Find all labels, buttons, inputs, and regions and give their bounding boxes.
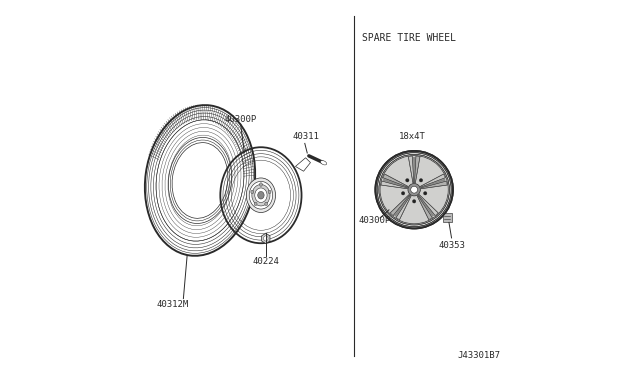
- Ellipse shape: [377, 153, 451, 227]
- Text: J43301B7: J43301B7: [458, 350, 501, 359]
- Ellipse shape: [173, 144, 227, 217]
- Polygon shape: [383, 179, 406, 187]
- Polygon shape: [422, 179, 445, 187]
- Ellipse shape: [419, 179, 423, 182]
- Text: 18x4T: 18x4T: [399, 132, 426, 141]
- Ellipse shape: [321, 161, 326, 165]
- Polygon shape: [415, 156, 420, 183]
- Ellipse shape: [252, 185, 270, 206]
- Ellipse shape: [411, 186, 417, 193]
- Text: 40353: 40353: [438, 241, 465, 250]
- Polygon shape: [419, 196, 435, 217]
- Polygon shape: [390, 195, 410, 216]
- Polygon shape: [443, 213, 452, 222]
- Ellipse shape: [258, 192, 264, 199]
- Ellipse shape: [376, 151, 453, 228]
- Polygon shape: [383, 174, 408, 187]
- Ellipse shape: [401, 192, 405, 195]
- Ellipse shape: [379, 154, 449, 225]
- Polygon shape: [419, 195, 438, 216]
- Ellipse shape: [264, 236, 268, 241]
- Ellipse shape: [259, 183, 262, 186]
- Text: 40312M: 40312M: [156, 300, 188, 310]
- Ellipse shape: [412, 200, 416, 203]
- Ellipse shape: [268, 190, 271, 194]
- Polygon shape: [262, 233, 270, 244]
- Text: 40300P: 40300P: [225, 115, 257, 124]
- Polygon shape: [420, 174, 445, 187]
- Ellipse shape: [424, 192, 427, 195]
- Polygon shape: [413, 157, 415, 181]
- Ellipse shape: [408, 183, 420, 196]
- Text: 40224: 40224: [252, 257, 279, 266]
- Ellipse shape: [251, 190, 254, 194]
- Ellipse shape: [255, 188, 267, 202]
- Polygon shape: [381, 181, 408, 189]
- Text: 40300P: 40300P: [358, 216, 391, 225]
- Ellipse shape: [380, 155, 448, 224]
- Ellipse shape: [249, 182, 273, 209]
- Polygon shape: [417, 196, 432, 219]
- Polygon shape: [394, 196, 410, 217]
- Polygon shape: [421, 181, 447, 189]
- Polygon shape: [396, 196, 411, 219]
- Text: SPARE TIRE WHEEL: SPARE TIRE WHEEL: [362, 33, 456, 43]
- Ellipse shape: [254, 202, 257, 206]
- Ellipse shape: [406, 179, 409, 182]
- Ellipse shape: [246, 178, 276, 212]
- Text: 40311: 40311: [292, 132, 319, 141]
- Ellipse shape: [265, 202, 268, 206]
- Polygon shape: [408, 156, 414, 183]
